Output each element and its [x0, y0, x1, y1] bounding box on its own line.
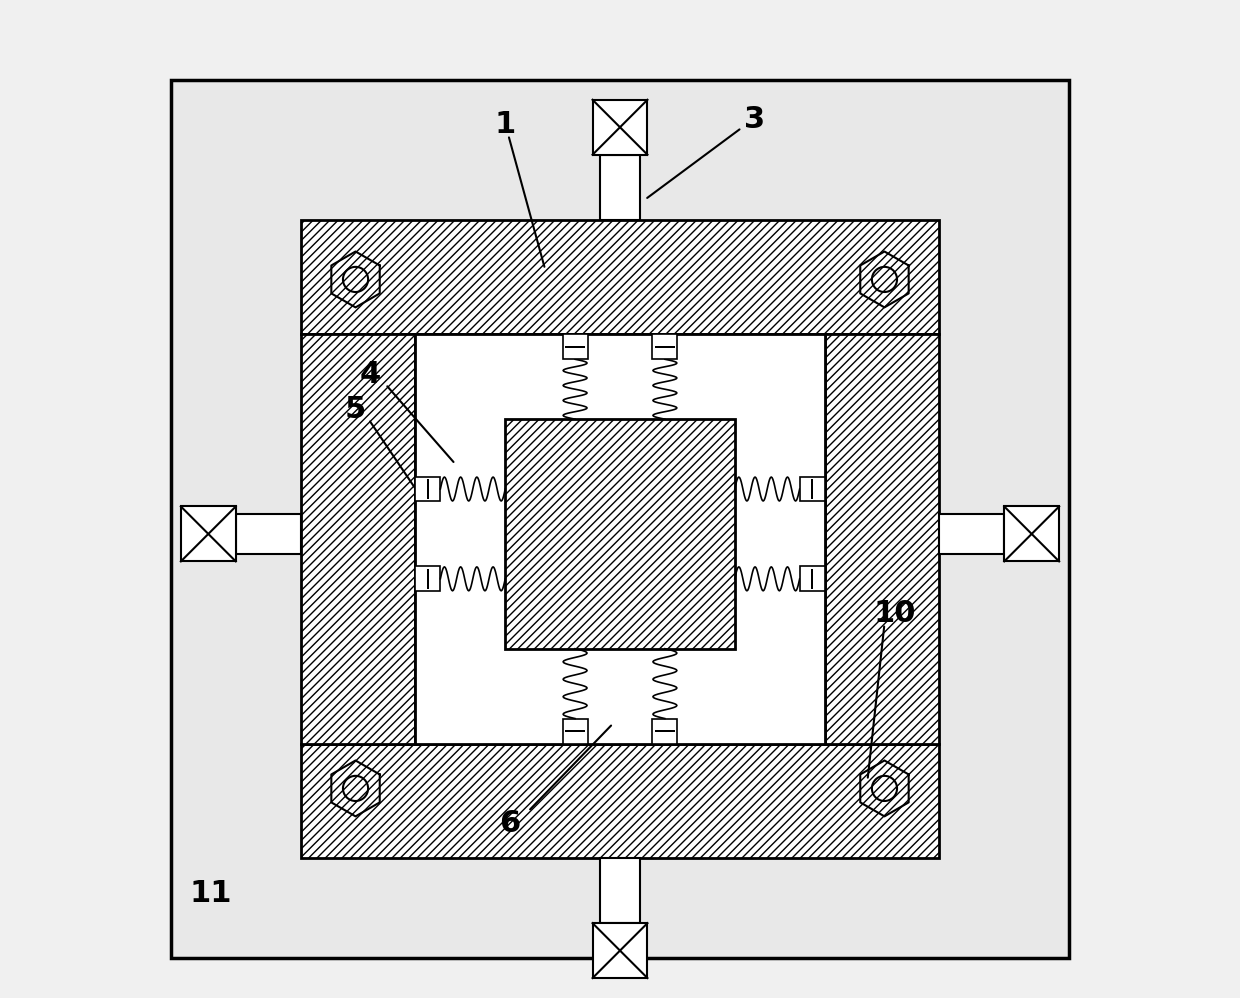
Text: 4: 4	[360, 359, 381, 389]
Bar	[171, 80, 1069, 958]
Bar	[600, 155, 640, 220]
Bar	[300, 744, 940, 858]
Bar	[600, 858, 640, 923]
Text: 5: 5	[345, 394, 366, 424]
Bar	[563, 334, 588, 359]
Text: 10: 10	[873, 599, 915, 629]
Bar	[800, 477, 825, 502]
Bar	[415, 477, 440, 502]
Text: 1: 1	[495, 110, 516, 140]
Bar	[415, 567, 440, 591]
Bar	[300, 220, 940, 334]
Bar	[940, 514, 1004, 554]
Text: 6: 6	[500, 808, 521, 838]
Bar	[652, 719, 677, 744]
Bar	[593, 100, 647, 155]
Bar	[415, 334, 825, 744]
Bar	[181, 507, 236, 561]
Bar	[593, 923, 647, 978]
Bar	[825, 334, 940, 744]
Bar	[1004, 507, 1059, 561]
Text: 3: 3	[744, 105, 765, 135]
Bar	[505, 419, 735, 649]
Bar	[652, 334, 677, 359]
Bar	[800, 567, 825, 591]
Bar	[300, 334, 415, 744]
Text: 11: 11	[190, 878, 232, 908]
Bar	[563, 719, 588, 744]
Bar	[236, 514, 300, 554]
